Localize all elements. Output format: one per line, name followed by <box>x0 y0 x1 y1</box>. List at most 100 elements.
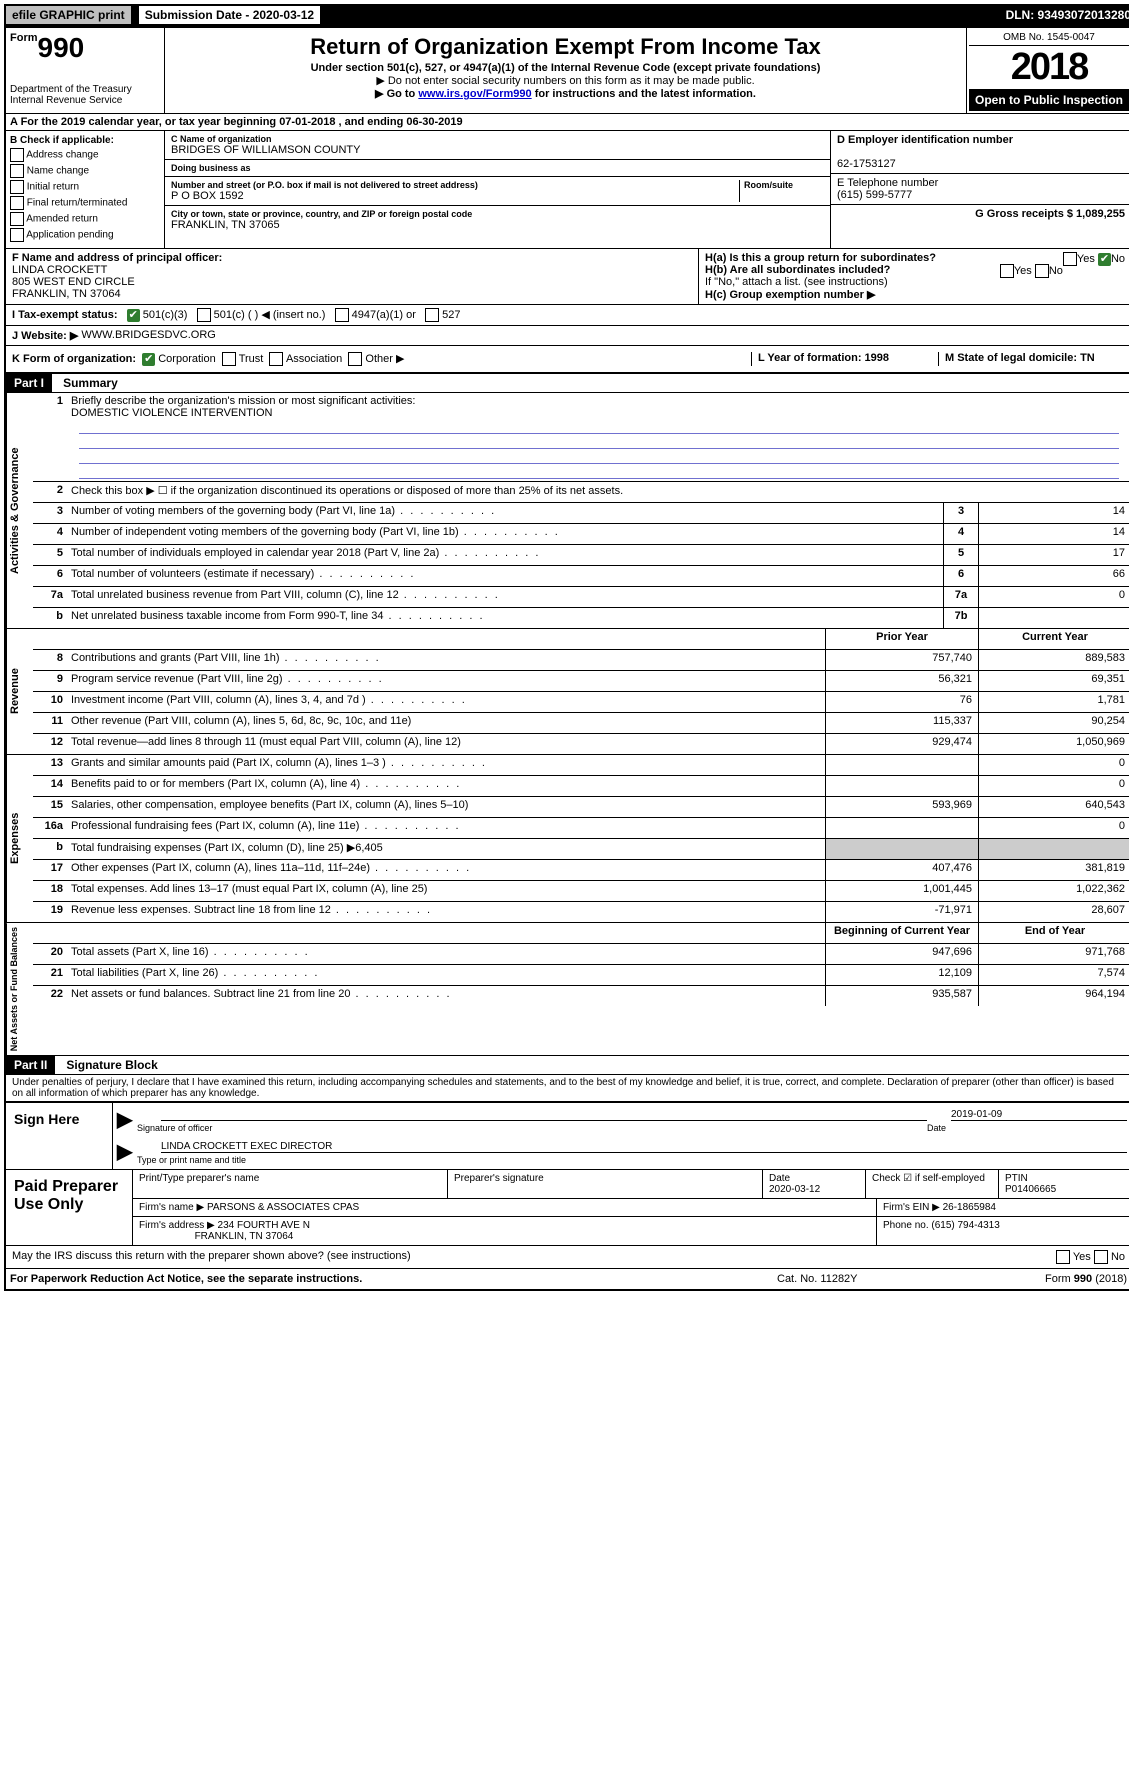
dept-treasury: Department of the Treasury <box>10 84 160 95</box>
form-org-label: K Form of organization: <box>12 353 136 365</box>
calendar-year-row: A For the 2019 calendar year, or tax yea… <box>6 114 467 130</box>
sig-date-label: Date <box>927 1123 1127 1133</box>
line11: Other revenue (Part VIII, column (A), li… <box>67 713 825 733</box>
cb-assoc[interactable] <box>269 352 283 366</box>
c22: 964,194 <box>978 986 1129 1006</box>
officer-name: LINDA CROCKETT <box>12 264 107 276</box>
line14: Benefits paid to or for members (Part IX… <box>67 776 825 796</box>
cb-amended[interactable]: Amended return <box>10 212 160 226</box>
cb-501c3[interactable]: ✔ <box>127 309 140 322</box>
dln: DLN: 93493072013280 <box>1006 8 1129 22</box>
part2-title: Signature Block <box>66 1058 157 1072</box>
dba-label: Doing business as <box>171 163 824 173</box>
c12: 1,050,969 <box>978 734 1129 754</box>
cb-other[interactable] <box>348 352 362 366</box>
line7b: Net unrelated business taxable income fr… <box>67 608 943 628</box>
c15: 640,543 <box>978 797 1129 817</box>
line17: Other expenses (Part IX, column (A), lin… <box>67 860 825 880</box>
c10: 1,781 <box>978 692 1129 712</box>
org-name-label: C Name of organization <box>171 134 824 144</box>
cb-4947[interactable] <box>335 308 349 322</box>
p10: 76 <box>825 692 978 712</box>
irs-link[interactable]: www.irs.gov/Form990 <box>418 88 531 100</box>
line19: Revenue less expenses. Subtract line 18 … <box>67 902 825 922</box>
ptin: P01406665 <box>1005 1184 1056 1195</box>
c8: 889,583 <box>978 650 1129 670</box>
cb-501c[interactable] <box>197 308 211 322</box>
cb-final-return[interactable]: Final return/terminated <box>10 196 160 210</box>
line12: Total revenue—add lines 8 through 11 (mu… <box>67 734 825 754</box>
cb-initial-return[interactable]: Initial return <box>10 180 160 194</box>
line4: Number of independent voting members of … <box>67 524 943 544</box>
line16b: Total fundraising expenses (Part IX, col… <box>67 839 825 859</box>
v7b <box>978 608 1129 628</box>
line16a: Professional fundraising fees (Part IX, … <box>67 818 825 838</box>
p21: 12,109 <box>825 965 978 985</box>
c9: 69,351 <box>978 671 1129 691</box>
p17: 407,476 <box>825 860 978 880</box>
org-name: BRIDGES OF WILLIAMSON COUNTY <box>171 144 824 156</box>
form-number: 990 <box>38 32 85 63</box>
pp-date: 2020-03-12 <box>769 1184 820 1195</box>
sig-date: 2019-01-09 <box>951 1109 1127 1121</box>
gross-receipts: G Gross receipts $ 1,089,255 <box>975 208 1125 220</box>
v5: 17 <box>978 545 1129 565</box>
officer-addr2: FRANKLIN, TN 37064 <box>12 288 121 300</box>
line1-label: Briefly describe the organization's miss… <box>71 395 415 407</box>
cb-app-pending[interactable]: Application pending <box>10 228 160 242</box>
line3: Number of voting members of the governin… <box>67 503 943 523</box>
website-label: J Website: ▶ <box>12 329 78 342</box>
ein-value: 62-1753127 <box>837 158 896 170</box>
line10: Investment income (Part VIII, column (A)… <box>67 692 825 712</box>
pp-date-label: Date <box>769 1173 790 1184</box>
sign-here-label: Sign Here <box>6 1103 113 1169</box>
cb-trust[interactable] <box>222 352 236 366</box>
cb-discuss-yes[interactable] <box>1056 1250 1070 1264</box>
v7a: 0 <box>978 587 1129 607</box>
pp-name-label: Print/Type preparer's name <box>133 1170 448 1198</box>
form-number-box: Form990 Department of the Treasury Inter… <box>6 28 165 113</box>
sig-officer-label: Signature of officer <box>137 1123 927 1133</box>
efile-button[interactable]: efile GRAPHIC print <box>6 6 131 24</box>
form-subtitle: Under section 501(c), 527, or 4947(a)(1)… <box>169 62 962 74</box>
phone-value: (615) 599-5777 <box>837 189 912 201</box>
p22: 935,587 <box>825 986 978 1006</box>
cb-corp[interactable]: ✔ <box>142 353 155 366</box>
vtab-activities: Activities & Governance <box>6 393 33 628</box>
officer-label: F Name and address of principal officer: <box>12 252 222 264</box>
line21: Total liabilities (Part X, line 26) <box>67 965 825 985</box>
v3: 14 <box>978 503 1129 523</box>
line8: Contributions and grants (Part VIII, lin… <box>67 650 825 670</box>
line1-value: DOMESTIC VIOLENCE INTERVENTION <box>71 407 273 419</box>
irs-label: Internal Revenue Service <box>10 95 160 106</box>
p15: 593,969 <box>825 797 978 817</box>
p8: 757,740 <box>825 650 978 670</box>
arrow-icon: ▶ <box>117 1107 137 1133</box>
c18: 1,022,362 <box>978 881 1129 901</box>
current-year-hdr: Current Year <box>978 629 1129 649</box>
p9: 56,321 <box>825 671 978 691</box>
cb-address-change[interactable]: Address change <box>10 148 160 162</box>
cb-discuss-no[interactable] <box>1094 1250 1108 1264</box>
cb-527[interactable] <box>425 308 439 322</box>
perjury-declaration: Under penalties of perjury, I declare th… <box>6 1075 1129 1101</box>
line6: Total number of volunteers (estimate if … <box>67 566 943 586</box>
v6: 66 <box>978 566 1129 586</box>
part1-header: Part I <box>6 374 52 392</box>
cb-name-change[interactable]: Name change <box>10 164 160 178</box>
room-label: Room/suite <box>744 180 824 190</box>
firm-name: PARSONS & ASSOCIATES CPAS <box>207 1202 359 1213</box>
prior-year-hdr: Prior Year <box>825 629 978 649</box>
firm-addr: 234 FOURTH AVE N <box>218 1220 310 1231</box>
c14: 0 <box>978 776 1129 796</box>
p19: -71,971 <box>825 902 978 922</box>
phone-label: E Telephone number <box>837 177 938 189</box>
tax-year: 2018 <box>969 46 1129 89</box>
p14 <box>825 776 978 796</box>
ha-row: H(a) Is this a group return for subordin… <box>705 252 1125 264</box>
vtab-netassets: Net Assets or Fund Balances <box>6 923 33 1055</box>
open-to-public: Open to Public Inspection <box>969 89 1129 111</box>
pp-check[interactable]: Check ☑ if self-employed <box>866 1170 999 1198</box>
p12: 929,474 <box>825 734 978 754</box>
c20: 971,768 <box>978 944 1129 964</box>
